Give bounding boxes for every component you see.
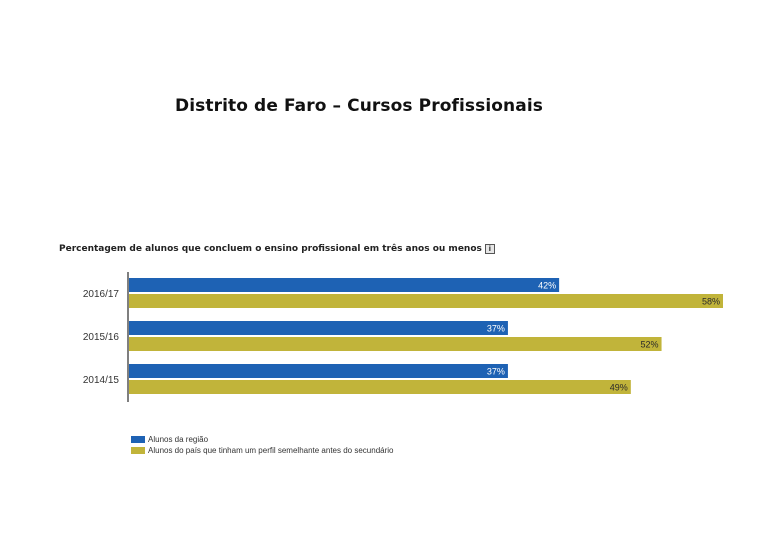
- data-label-region-0: 42%: [538, 281, 556, 291]
- chart-legend: Alunos da região Alunos do país que tinh…: [131, 434, 393, 456]
- bars-layer: [129, 278, 723, 394]
- legend-item-country: Alunos do país que tinham um perfil seme…: [131, 445, 393, 456]
- info-icon[interactable]: i: [484, 244, 495, 254]
- legend-label-region: Alunos da região: [148, 435, 209, 444]
- page-title: Distrito de Faro – Cursos Profissionais: [175, 96, 543, 116]
- bar-region-2: [129, 364, 508, 378]
- legend-swatch-country: [131, 447, 145, 454]
- bar-country-2: [129, 380, 631, 394]
- data-label-region-1: 37%: [487, 324, 505, 334]
- category-label-0: 2016/17: [83, 289, 120, 300]
- bar-region-1: [129, 321, 508, 335]
- data-label-country-0: 58%: [702, 297, 720, 307]
- bar-region-0: [129, 278, 560, 292]
- legend-label-country: Alunos do país que tinham um perfil seme…: [148, 446, 394, 455]
- data-label-country-1: 52%: [641, 340, 659, 350]
- bar-country-0: [129, 294, 723, 308]
- labels-layer: 42% 58% 2016/17 37% 52% 2015/16 37% 49% 2014/15: [83, 281, 720, 393]
- chart-title: Percentagem de alunos que concluem o ens…: [59, 244, 495, 254]
- data-label-country-2: 49%: [610, 383, 628, 393]
- category-label-1: 2015/16: [83, 332, 120, 343]
- data-label-region-2: 37%: [487, 367, 505, 377]
- chart-title-text: Percentagem de alunos que concluem o ens…: [59, 244, 482, 254]
- legend-item-region: Alunos da região: [131, 434, 393, 445]
- bar-country-1: [129, 337, 662, 351]
- legend-swatch-region: [131, 436, 145, 443]
- category-label-2: 2014/15: [83, 375, 120, 386]
